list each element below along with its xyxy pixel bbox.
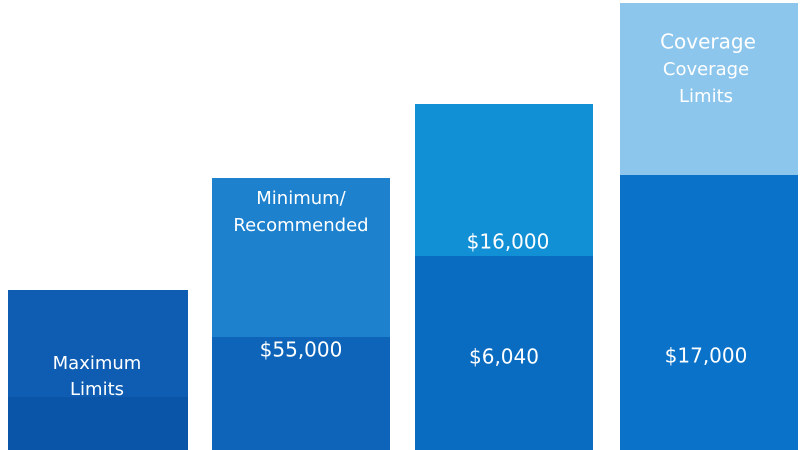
amount: $6,040 bbox=[469, 345, 539, 369]
upper-block bbox=[415, 104, 593, 256]
amount: $17,000 bbox=[665, 344, 748, 368]
column: $16,000 $6,040 bbox=[415, 104, 593, 450]
upper-block bbox=[8, 290, 188, 397]
lower-block bbox=[8, 397, 188, 450]
lower-block bbox=[620, 175, 798, 450]
column-label: Recommended bbox=[233, 215, 368, 236]
upper-amount: $16,000 bbox=[467, 230, 550, 254]
column-label: Coverage bbox=[660, 30, 756, 54]
column-label: Limits bbox=[70, 379, 124, 400]
column-label: Minimum/ bbox=[256, 188, 346, 209]
lower-block bbox=[212, 337, 390, 450]
column: Minimum/ Recommended $55,000 bbox=[212, 178, 390, 450]
amount: $55,000 bbox=[260, 338, 343, 362]
upper-block bbox=[620, 3, 798, 175]
lower-block bbox=[415, 256, 593, 450]
column: Maximum Limits bbox=[8, 290, 188, 450]
upper-block bbox=[212, 178, 390, 337]
column-label: Coverage bbox=[663, 59, 749, 80]
column-label: Limits bbox=[679, 86, 733, 107]
column-label: Maximum bbox=[53, 353, 142, 374]
column: Coverage Coverage Limits $17,000 bbox=[620, 3, 798, 450]
